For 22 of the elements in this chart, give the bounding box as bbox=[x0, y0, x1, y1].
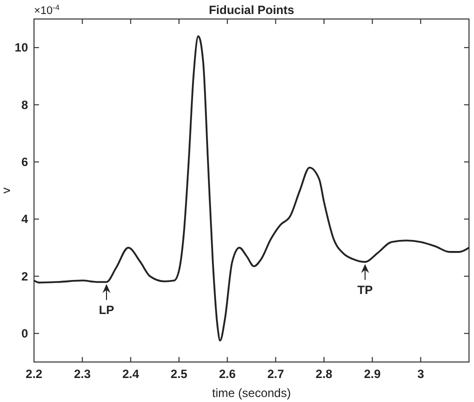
x-tick-label: 2.9 bbox=[364, 367, 381, 381]
text: ×10$^{-4}$ bbox=[34, 2, 60, 17]
y-tick-label: 2 bbox=[21, 269, 28, 284]
x-tick-label: 2.7 bbox=[267, 367, 284, 381]
x-tick-label: 2.8 bbox=[316, 367, 333, 381]
line-series bbox=[33, 35, 470, 342]
annotation: LP bbox=[98, 302, 114, 317]
y-tick-label: 8 bbox=[21, 98, 28, 112]
x-tick-label: 2.5 bbox=[170, 367, 188, 381]
y-axis-title: v bbox=[0, 188, 13, 194]
x-tick-label: 2.2 bbox=[26, 367, 43, 381]
y-tick-label: 10 bbox=[14, 40, 28, 55]
y-tick-label: 4 bbox=[21, 212, 28, 226]
x-tick-label: 2.6 bbox=[218, 367, 236, 381]
x-axis-title: time (seconds) bbox=[212, 386, 291, 400]
x-tick-label: 3 bbox=[417, 367, 424, 381]
y-tick-label: 6 bbox=[21, 154, 28, 169]
y-tick-label: 0 bbox=[21, 326, 28, 340]
x-tick-label: 2.3 bbox=[74, 367, 91, 381]
chart-title: Fiducial Points bbox=[208, 3, 294, 17]
annotation: TP bbox=[357, 282, 373, 297]
x-tick-label: 2.4 bbox=[122, 367, 140, 381]
